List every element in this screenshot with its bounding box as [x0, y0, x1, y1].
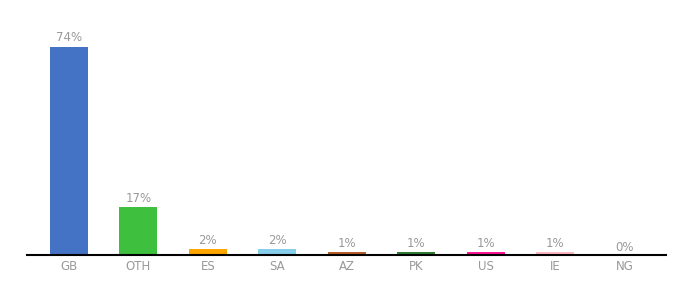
Bar — [328, 252, 366, 255]
Text: 0%: 0% — [615, 241, 634, 254]
Text: 74%: 74% — [56, 31, 82, 44]
Text: 1%: 1% — [477, 237, 495, 250]
Text: 2%: 2% — [199, 234, 217, 247]
Bar — [397, 252, 435, 255]
Bar — [119, 207, 158, 255]
Text: 1%: 1% — [546, 237, 564, 250]
Bar — [189, 249, 227, 255]
Text: 1%: 1% — [407, 237, 426, 250]
Text: 17%: 17% — [125, 192, 152, 205]
Bar — [50, 46, 88, 255]
Text: 2%: 2% — [268, 234, 287, 247]
Text: 1%: 1% — [337, 237, 356, 250]
Bar — [536, 252, 575, 255]
Bar — [466, 252, 505, 255]
Bar — [258, 249, 296, 255]
